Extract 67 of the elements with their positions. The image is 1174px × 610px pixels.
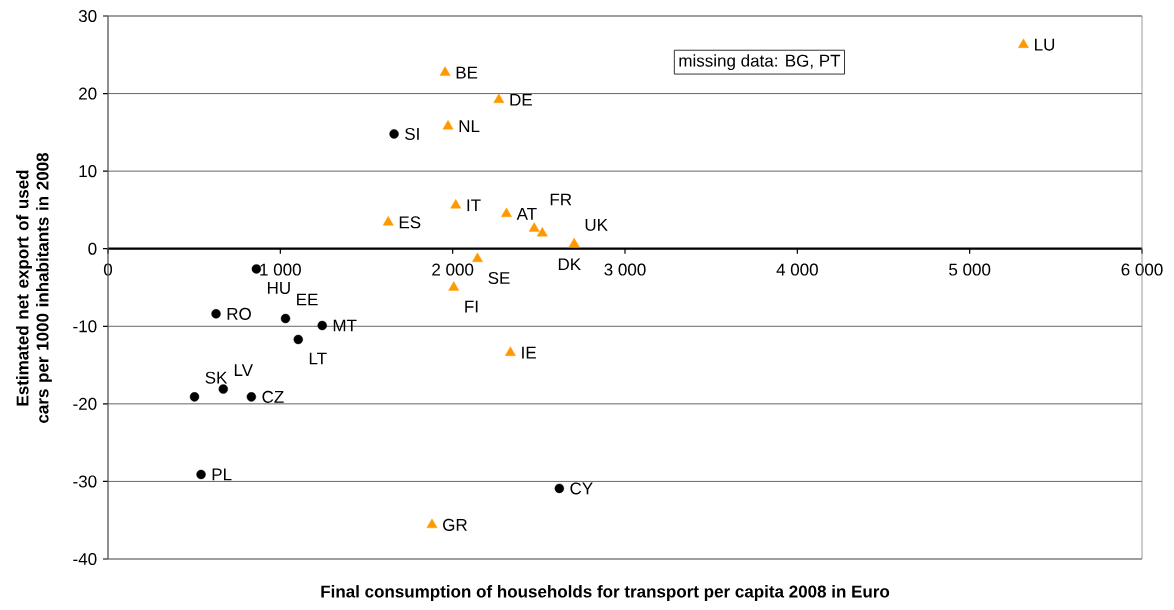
x-tick-label: 1 000 <box>260 263 301 276</box>
x-tick-label: 3 000 <box>604 263 646 276</box>
point <box>1018 38 1029 48</box>
x-tick-label: 5 000 <box>949 263 991 276</box>
point <box>472 252 483 262</box>
annotation: IT <box>467 199 481 212</box>
x-tick-label: 0 <box>103 263 113 276</box>
annotation: SE <box>488 271 510 285</box>
y-tick-label: -10 <box>73 320 97 333</box>
y-tick-label: 0 <box>88 242 97 255</box>
point <box>426 518 438 529</box>
annotation: SK <box>205 371 228 384</box>
x-axis-title: Final consumption of households for transport per capita 2008 in Euro <box>321 585 890 601</box>
annotation: UK <box>585 218 608 231</box>
point <box>568 237 580 248</box>
x-tick-label: 4 000 <box>776 263 818 276</box>
y-tick-label: -20 <box>73 397 97 410</box>
point <box>528 222 540 232</box>
point <box>189 392 200 402</box>
annotation: EE <box>297 293 318 306</box>
y-tick-label: 10 <box>79 165 97 178</box>
annotation: DK <box>558 258 581 271</box>
annotation: PL <box>212 468 232 481</box>
y-tick-label: -40 <box>73 552 97 566</box>
annotation: LU <box>1035 38 1055 51</box>
annotation: RO <box>227 307 251 320</box>
annotation: CZ <box>262 390 284 403</box>
point <box>505 346 516 356</box>
point <box>554 483 565 494</box>
point <box>501 207 512 217</box>
x-tick-label: 2 000 <box>432 263 474 276</box>
annotation: FR <box>550 193 572 206</box>
point <box>382 216 394 226</box>
point <box>211 309 221 319</box>
annotation: FI <box>465 300 478 313</box>
point <box>439 66 451 76</box>
y-tick-label: 20 <box>79 87 97 100</box>
annotation: DE <box>510 93 532 106</box>
point <box>450 199 462 209</box>
annotation: CY <box>570 482 593 495</box>
annotation: NL <box>459 120 480 132</box>
annotation: ES <box>399 216 421 229</box>
point <box>317 320 327 331</box>
point <box>389 129 399 139</box>
point <box>442 119 454 130</box>
point <box>246 392 257 402</box>
annotation: BE <box>456 66 478 79</box>
annotation: LT <box>309 352 327 365</box>
y-tick-label: -30 <box>73 475 97 488</box>
x-tick-label: 6 000 <box>1121 263 1163 276</box>
point <box>293 334 303 345</box>
annotation: GR <box>443 518 467 531</box>
point <box>218 384 228 394</box>
annotation: HU <box>267 282 290 294</box>
point <box>196 469 206 480</box>
annotation: LV <box>234 364 253 376</box>
annotation: MT <box>333 319 357 332</box>
point <box>448 281 460 291</box>
annotation: AT <box>516 207 537 220</box>
annotation: SI <box>405 127 419 140</box>
point <box>280 313 291 324</box>
y-tick-label: 30 <box>78 9 97 23</box>
point <box>493 93 505 103</box>
annotation: IE <box>522 346 536 359</box>
annotation: missing data: BG, PT <box>679 54 841 71</box>
y-axis-title: Estimated net export of used cars per 1000 inhabitants in 2008 <box>16 152 52 423</box>
point <box>536 227 548 237</box>
